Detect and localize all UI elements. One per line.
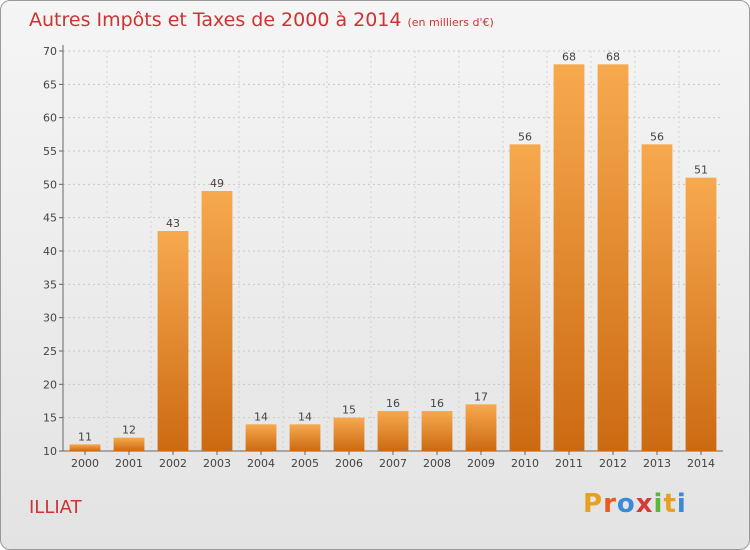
logo-letter: r: [603, 489, 617, 519]
data-label: 56: [650, 130, 664, 143]
logo-letter: t: [663, 489, 677, 519]
data-label: 68: [606, 50, 620, 63]
bar: [69, 444, 101, 451]
y-tick-label: 55: [43, 145, 57, 158]
chart-subtitle: (en milliers d'€): [407, 16, 494, 29]
data-label: 43: [166, 217, 180, 230]
y-tick-label: 30: [43, 312, 57, 325]
data-label: 68: [562, 50, 576, 63]
bar: [641, 144, 673, 452]
x-tick-label: 2007: [379, 457, 407, 470]
bar: [553, 64, 585, 452]
x-tick-label: 2010: [511, 457, 539, 470]
data-label: 11: [78, 430, 92, 443]
bar: [421, 411, 453, 451]
data-label: 51: [694, 164, 708, 177]
chart-title-text: Autres Impôts et Taxes de 2000 à 2014: [29, 9, 402, 31]
y-tick-label: 40: [43, 245, 57, 258]
bar: [289, 424, 321, 451]
y-tick-label: 45: [43, 212, 57, 225]
x-tick-label: 2003: [203, 457, 231, 470]
y-tick-label: 20: [43, 378, 57, 391]
data-label: 15: [342, 404, 356, 417]
labels: 10 15 20 25 30 35 40 45 50 55 60 65 70 11 2000 12 2001 43…: [43, 45, 715, 470]
bar: [685, 177, 717, 451]
y-tick-label: 65: [43, 78, 57, 91]
x-tick-label: 2013: [643, 457, 671, 470]
x-tick-label: 2001: [115, 457, 143, 470]
bar: [377, 411, 409, 451]
y-tick-label: 70: [43, 45, 57, 58]
x-tick-label: 2006: [335, 457, 363, 470]
bar: [333, 417, 365, 451]
data-label: 56: [518, 130, 532, 143]
bar: [465, 404, 497, 451]
bars: [69, 64, 717, 452]
data-label: 49: [210, 177, 224, 190]
logo-letter: i: [653, 489, 664, 519]
data-label: 16: [386, 397, 400, 410]
x-tick-label: 2004: [247, 457, 275, 470]
bar: [157, 231, 189, 451]
logo-letter: P: [583, 489, 604, 519]
y-tick-label: 10: [43, 445, 57, 458]
y-tick-label: 35: [43, 278, 57, 291]
x-tick-label: 2012: [599, 457, 627, 470]
data-label: 12: [122, 424, 136, 437]
y-tick-label: 15: [43, 412, 57, 425]
y-tick-label: 50: [43, 178, 57, 191]
bar: [113, 437, 145, 451]
y-tick-label: 25: [43, 345, 57, 358]
x-tick-label: 2008: [423, 457, 451, 470]
bar: [509, 144, 541, 452]
commune-name: ILLIAT: [29, 497, 82, 518]
data-label: 17: [474, 390, 488, 403]
x-tick-label: 2000: [71, 457, 99, 470]
data-label: 14: [298, 410, 312, 423]
chart-title: Autres Impôts et Taxes de 2000 à 2014 (en…: [29, 9, 494, 31]
x-tick-label: 2009: [467, 457, 495, 470]
x-tick-label: 2002: [159, 457, 187, 470]
bar: [201, 191, 233, 451]
proxiti-logo: Proxiti: [583, 489, 687, 519]
x-tick-label: 2011: [555, 457, 583, 470]
data-label: 16: [430, 397, 444, 410]
logo-letter: i: [676, 489, 687, 519]
data-label: 14: [254, 410, 268, 423]
x-tick-label: 2014: [687, 457, 715, 470]
y-tick-label: 60: [43, 112, 57, 125]
logo-letter: o: [616, 489, 636, 519]
bar: [245, 424, 277, 451]
logo-letter: x: [635, 489, 654, 519]
x-tick-label: 2005: [291, 457, 319, 470]
bar: [597, 64, 629, 452]
